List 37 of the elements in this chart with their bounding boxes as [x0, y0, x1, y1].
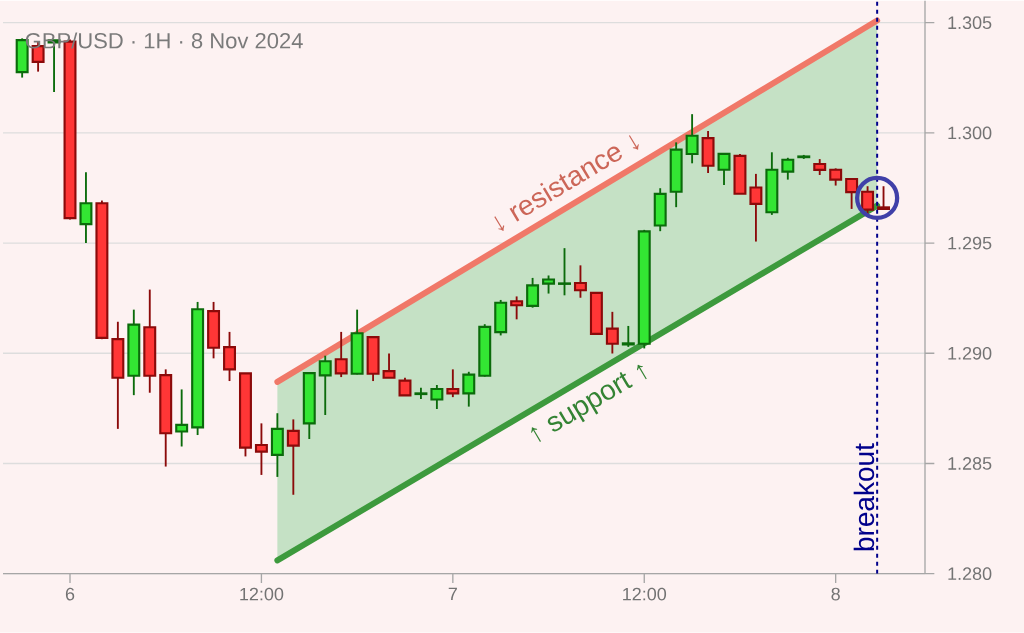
x-tick-label: 7	[448, 587, 457, 601]
candlestick	[749, 173, 763, 243]
candlestick	[223, 331, 237, 383]
candlestick	[318, 354, 332, 417]
text: GBP/USD · 1H · 8 Nov 2024	[25, 32, 303, 49]
x-tick-label: 12:00	[623, 587, 667, 601]
candlestick	[621, 325, 635, 348]
x-tick-label: 12:00	[240, 587, 284, 601]
candlestick	[510, 295, 524, 321]
candlestick	[877, 185, 891, 211]
y-tick-label: 1.295	[948, 236, 992, 250]
candlestick	[845, 178, 859, 211]
candlestick	[446, 368, 460, 399]
candlestick	[334, 331, 348, 379]
candlestick	[558, 247, 571, 297]
candlestick	[685, 113, 699, 165]
candlestick	[382, 352, 396, 379]
x-tick-label: 8	[831, 587, 840, 601]
candlestick	[542, 274, 556, 295]
candlestick	[717, 152, 731, 187]
candlestick	[573, 264, 587, 299]
x-tick-label: 6	[65, 587, 75, 601]
y-tick-label: 1.305	[948, 16, 992, 30]
candlestick	[462, 371, 476, 408]
y-tick-label: 1.280	[948, 567, 992, 581]
candlestick	[605, 311, 619, 355]
y-tick-label: 1.300	[948, 126, 992, 140]
candlestick	[286, 418, 300, 496]
candlestick	[526, 277, 540, 309]
y-tick-label: 1.285	[948, 457, 992, 470]
candlestick	[79, 171, 93, 245]
y-tick-label: 1.290	[948, 347, 992, 360]
candlestick	[430, 384, 444, 411]
ref-line-label: breakout	[853, 443, 875, 551]
candlestick	[254, 422, 268, 477]
candlestick	[175, 388, 189, 448]
candlestick	[781, 157, 795, 181]
